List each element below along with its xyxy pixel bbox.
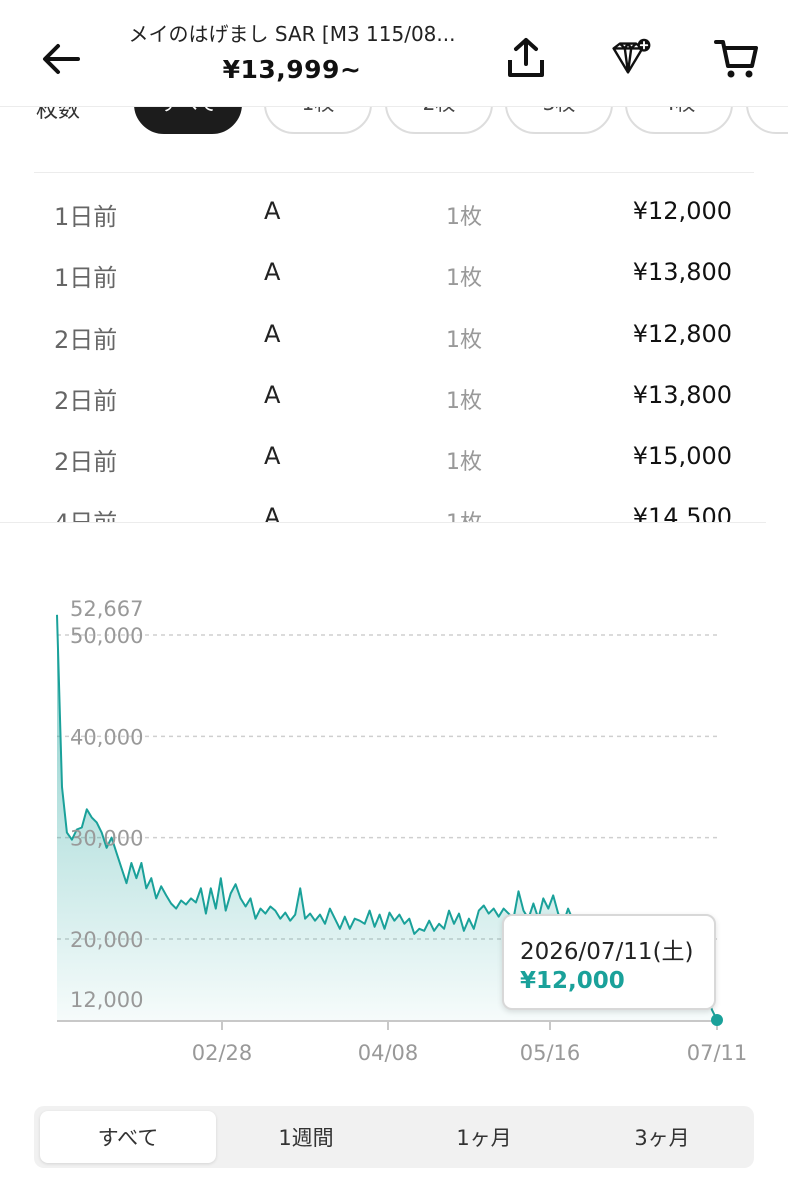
product-price: ¥13,999~ — [222, 55, 362, 84]
row-grade: A — [264, 197, 281, 225]
row-price: ¥13,800 — [632, 380, 732, 409]
x-tick-label: 05/16 — [520, 1041, 581, 1065]
cart-icon[interactable] — [712, 34, 760, 82]
app-header: メイのはげまし SAR [M3 115/08... ¥13,999~ — [0, 0, 788, 107]
x-tick-label: 04/08 — [358, 1041, 419, 1065]
chart-tooltip: 2026/07/11(土) ¥12,000 — [502, 914, 716, 1010]
row-date: 4日前 — [54, 503, 117, 523]
table-row: 2日前 A 1枚 ¥13,800 — [34, 357, 754, 418]
range-1month[interactable]: 1ヶ月 — [456, 1126, 512, 1150]
range-3months[interactable]: 3ヶ月 — [634, 1126, 690, 1150]
row-date: 1日前 — [54, 203, 118, 231]
row-grade: A — [264, 442, 281, 471]
row-date: 2日前 — [54, 386, 118, 415]
table-row: 1日前 A 1枚 ¥13,800 — [34, 234, 754, 295]
row-date: 2日前 — [54, 448, 118, 477]
y-tick-label: 52,667 — [70, 597, 143, 621]
table-row: 4日前 A 1枚 ¥14,500 — [34, 479, 754, 523]
section-divider — [0, 522, 766, 523]
row-date: 1日前 — [54, 264, 118, 293]
row-grade: A — [264, 380, 281, 409]
back-arrow-icon[interactable] — [36, 34, 86, 84]
row-price: ¥13,800 — [632, 258, 732, 287]
row-price: ¥12,800 — [632, 319, 732, 348]
diamond-plus-icon[interactable] — [604, 34, 652, 82]
row-qty: 1枚 — [446, 450, 482, 476]
x-tick-label: 02/28 — [192, 1041, 253, 1065]
row-grade: A — [264, 258, 281, 287]
y-tick-label: 40,000 — [70, 725, 143, 749]
range-1week[interactable]: 1週間 — [278, 1126, 334, 1150]
table-row: 1日前 A 1枚 ¥12,000 — [34, 173, 754, 234]
y-tick-label: 50,000 — [70, 624, 143, 648]
tooltip-date: 2026/07/11(土) — [520, 939, 694, 965]
table-row: 2日前 A 1枚 ¥15,000 — [34, 418, 754, 479]
row-qty: 1枚 — [446, 266, 482, 292]
y-tick-label: 20,000 — [70, 928, 143, 952]
row-price: ¥15,000 — [632, 442, 732, 471]
row-date: 2日前 — [54, 325, 118, 354]
row-price: ¥12,000 — [632, 197, 732, 225]
row-qty: 1枚 — [446, 505, 482, 523]
tooltip-price: ¥12,000 — [520, 968, 625, 994]
y-tick-label: 30,000 — [70, 827, 143, 851]
range-selector: すべて 1週間 1ヶ月 3ヶ月 — [34, 1106, 754, 1168]
range-all[interactable]: すべて — [40, 1111, 216, 1163]
row-grade: A — [264, 503, 281, 523]
y-tick-label: 12,000 — [70, 988, 143, 1012]
row-qty: 1枚 — [446, 327, 482, 353]
sales-history-table: 1日前 A 1枚 ¥12,000 1日前 A 1枚 ¥13,800 2日前 A … — [34, 172, 754, 523]
row-price: ¥14,500 — [632, 503, 732, 523]
share-icon[interactable] — [502, 34, 550, 82]
table-row: 2日前 A 1枚 ¥12,800 — [34, 296, 754, 357]
product-title: メイのはげまし SAR [M3 115/08... — [128, 22, 456, 46]
current-point-marker — [711, 1014, 723, 1026]
header-title-block: メイのはげまし SAR [M3 115/08... ¥13,999~ — [112, 18, 472, 84]
x-tick-label: 07/11 — [687, 1041, 748, 1065]
row-grade: A — [264, 319, 281, 348]
row-qty: 1枚 — [446, 205, 482, 230]
row-qty: 1枚 — [446, 388, 482, 414]
